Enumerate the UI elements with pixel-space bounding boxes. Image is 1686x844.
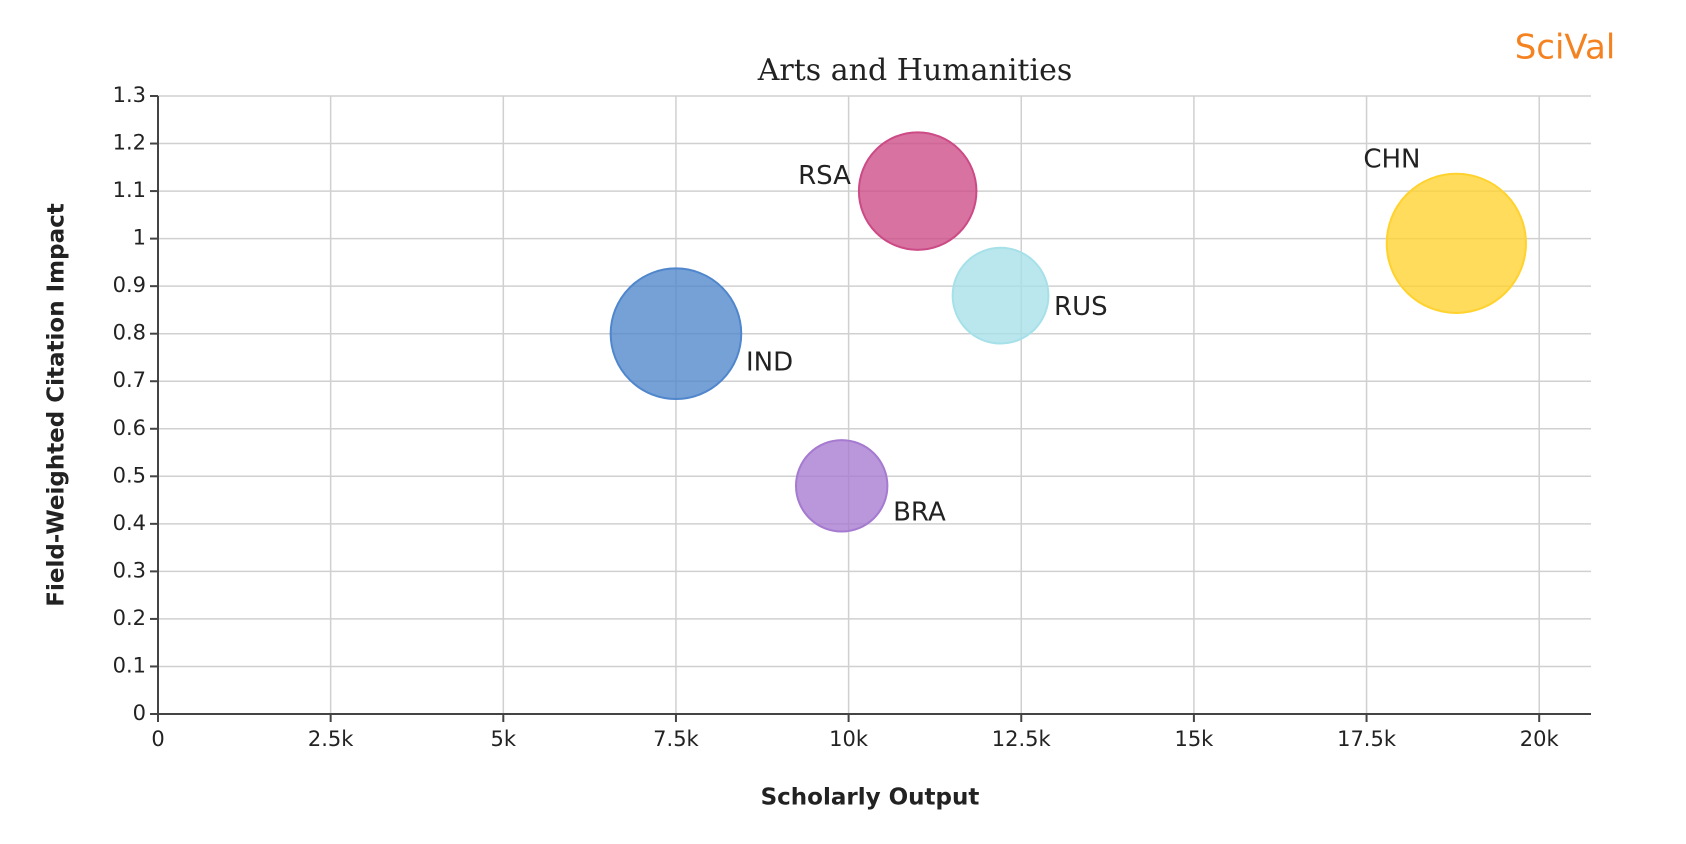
x-tick-label: 0 bbox=[151, 727, 164, 751]
x-tick-label: 7.5k bbox=[653, 727, 699, 751]
x-tick-label: 10k bbox=[829, 727, 869, 751]
x-tick-label: 20k bbox=[1520, 727, 1560, 751]
y-tick-label: 0.4 bbox=[113, 511, 146, 535]
y-tick-label: 1.1 bbox=[113, 178, 146, 202]
y-axis-label: Field-Weighted Citation Impact bbox=[44, 203, 70, 606]
bubble-label: CHN bbox=[1363, 144, 1420, 174]
x-tick-label: 17.5k bbox=[1337, 727, 1397, 751]
bubble bbox=[857, 131, 978, 251]
bubble bbox=[795, 439, 889, 533]
x-tick-label: 12.5k bbox=[992, 727, 1052, 751]
y-tick-label: 0.7 bbox=[113, 368, 146, 392]
y-tick-label: 0.1 bbox=[113, 653, 146, 677]
x-tick-label: 15k bbox=[1174, 727, 1214, 751]
y-tick-label: 0.9 bbox=[113, 273, 146, 297]
x-axis-label: Scholarly Output bbox=[761, 785, 980, 811]
x-tick-label: 5k bbox=[491, 727, 517, 751]
y-tick-label: 1.3 bbox=[113, 83, 146, 107]
y-tick-label: 0.8 bbox=[113, 321, 146, 345]
bubble-label: BRA bbox=[893, 498, 946, 528]
y-tick-label: 0.3 bbox=[113, 558, 146, 582]
y-tick-label: 0.6 bbox=[113, 416, 146, 440]
bubble bbox=[609, 267, 743, 400]
y-tick-label: 0 bbox=[133, 701, 146, 725]
chart-title: Arts and Humanities bbox=[757, 53, 1072, 88]
bubble-label: RSA bbox=[798, 161, 851, 191]
y-tick-label: 0.2 bbox=[113, 606, 146, 630]
bubble-label: IND bbox=[746, 348, 793, 378]
bubble bbox=[1385, 172, 1527, 315]
bubble-label: RUS bbox=[1054, 292, 1108, 322]
bubble bbox=[951, 246, 1050, 345]
y-tick-label: 1.2 bbox=[113, 131, 146, 155]
y-tick-label: 0.5 bbox=[113, 463, 146, 487]
x-tick-label: 2.5k bbox=[308, 727, 354, 751]
y-tick-label: 1 bbox=[133, 226, 146, 250]
watermark: SciVal bbox=[1515, 28, 1616, 68]
